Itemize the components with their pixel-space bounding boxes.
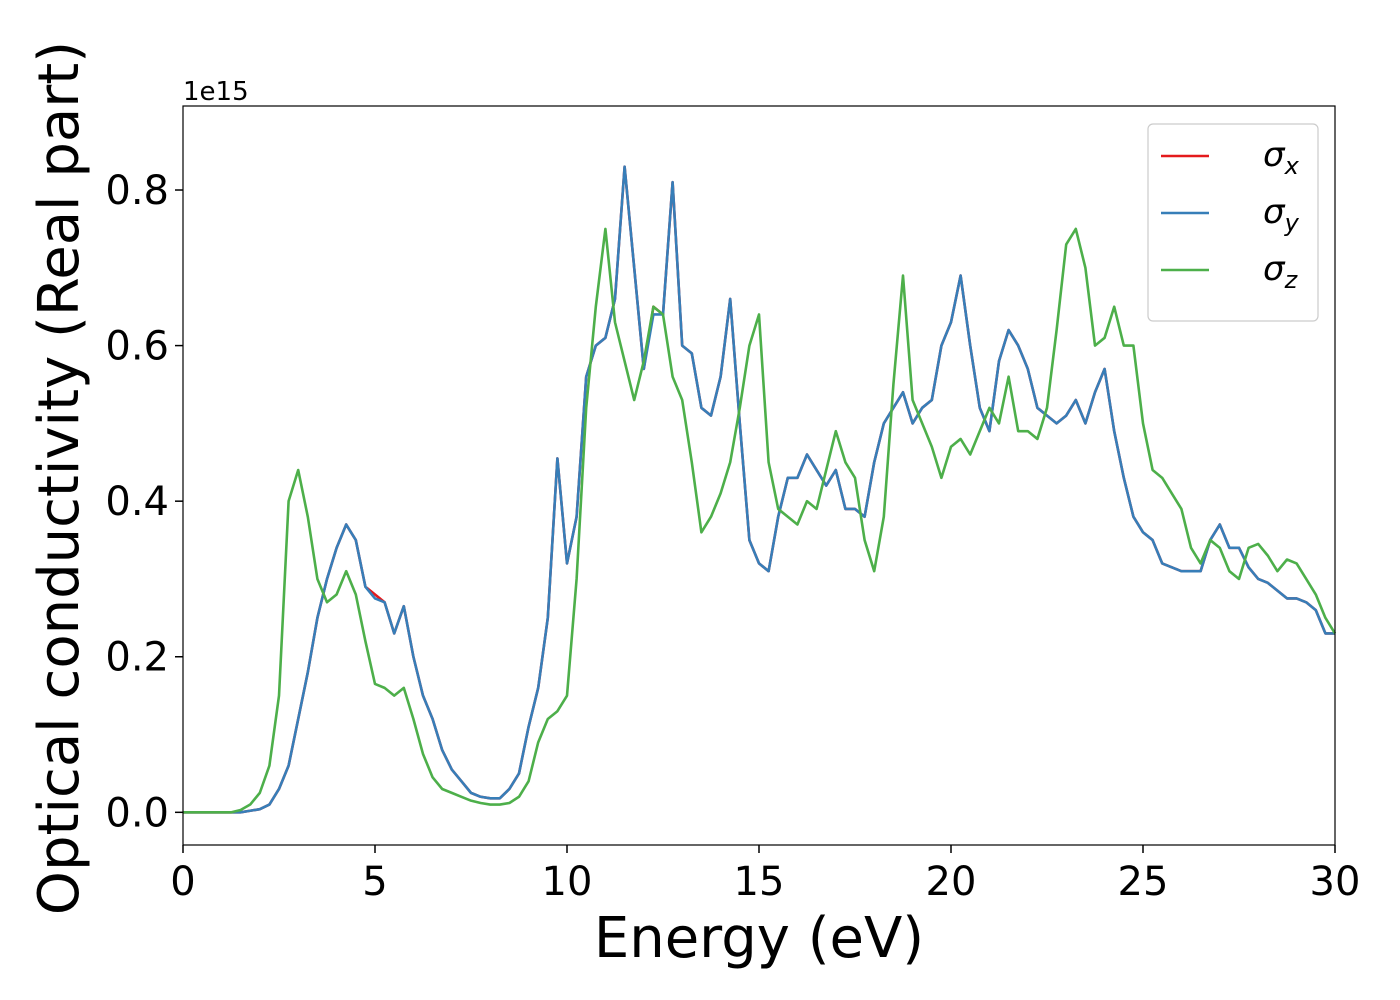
- y-tick-label: 0.4: [105, 479, 169, 525]
- legend-label: σy: [1263, 192, 1300, 237]
- y-tick-label: 0.8: [105, 168, 169, 214]
- legend: σx σy σz: [1147, 123, 1319, 322]
- series-line: [183, 227, 1337, 814]
- plot-frame: [182, 105, 1336, 846]
- x-tick-label: 20: [926, 859, 977, 905]
- x-tick-label: 0: [170, 859, 195, 905]
- y-tick-label: 0.2: [105, 635, 169, 681]
- legend-label: σx: [1263, 135, 1300, 180]
- x-axis-label: Energy (eV): [594, 906, 924, 971]
- y-axis-label: Optical conductivity (Real part): [27, 41, 92, 915]
- offset-label: 1e15: [183, 77, 249, 107]
- y-tick-label: 0.6: [105, 324, 169, 370]
- x-tick-label: 10: [542, 859, 593, 905]
- x-tick-label: 25: [1118, 859, 1169, 905]
- y-tick-label: 0.0: [105, 790, 169, 836]
- series-line: [183, 165, 1335, 814]
- legend-box: [1147, 123, 1319, 322]
- legend-label: σz: [1263, 249, 1299, 294]
- x-tick-label: 5: [362, 859, 387, 905]
- x-tick-label: 30: [1310, 859, 1361, 905]
- x-tick-label: 15: [734, 859, 785, 905]
